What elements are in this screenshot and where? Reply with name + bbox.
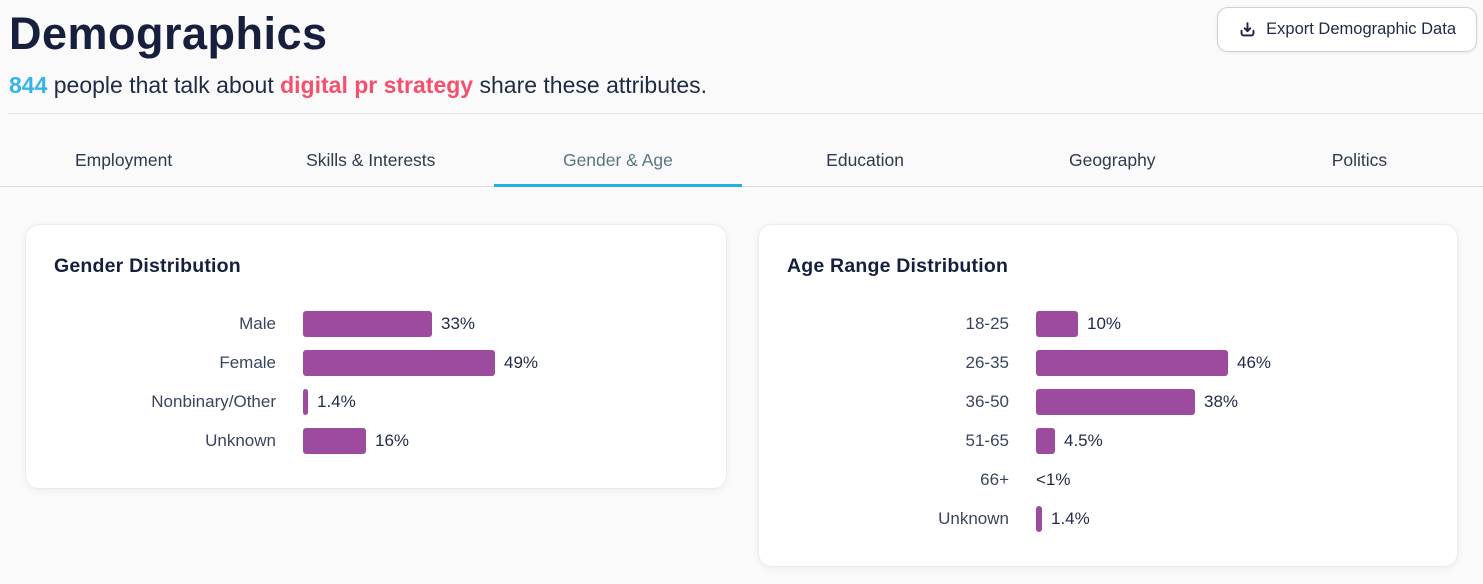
page-subtitle: 844 people that talk about digital pr st… bbox=[9, 70, 1461, 100]
age-bar-chart: 18-25 10% 26-35 46% 36-50 38% 51-65 4.5% 66+ <1% U… bbox=[787, 311, 1429, 532]
tab-label: Employment bbox=[74, 150, 173, 170]
bar bbox=[1036, 428, 1055, 454]
bar-and-value: 49% bbox=[303, 350, 538, 376]
bar bbox=[1036, 311, 1078, 337]
bar-and-value: 46% bbox=[1036, 350, 1271, 376]
bar-and-value: 1.4% bbox=[303, 389, 356, 415]
header-divider bbox=[8, 113, 1483, 114]
chart-row: Nonbinary/Other 1.4% bbox=[54, 389, 698, 415]
bar-and-value: 1.4% bbox=[1036, 506, 1090, 532]
chart-row: Unknown 16% bbox=[54, 428, 698, 454]
category-label: 36-50 bbox=[965, 392, 1009, 411]
value-label: 4.5% bbox=[1064, 431, 1103, 450]
tab-employment[interactable]: Employment bbox=[0, 114, 247, 186]
category-label: Unknown bbox=[205, 431, 276, 450]
tab-label: Skills & Interests bbox=[306, 150, 436, 170]
bar-and-value: 4.5% bbox=[1036, 428, 1103, 454]
category-label: Unknown bbox=[938, 509, 1009, 528]
search-keyword: digital pr strategy bbox=[280, 72, 474, 98]
chart-row: 18-25 10% bbox=[787, 311, 1429, 337]
chart-row: 26-35 46% bbox=[787, 350, 1429, 376]
bar-and-value: 16% bbox=[303, 428, 409, 454]
tab-label: Politics bbox=[1331, 150, 1388, 170]
value-label: 33% bbox=[441, 314, 476, 333]
chart-row: Male 33% bbox=[54, 311, 698, 337]
bar-and-value: 33% bbox=[303, 311, 475, 337]
bar bbox=[303, 311, 432, 337]
bar bbox=[303, 389, 308, 415]
chart-row: Unknown 1.4% bbox=[787, 506, 1429, 532]
value-label: 49% bbox=[504, 353, 539, 372]
tab-label: Geography bbox=[1068, 150, 1156, 170]
tab-politics[interactable]: Politics bbox=[1236, 114, 1483, 186]
bar-and-value: 38% bbox=[1036, 389, 1238, 415]
value-label: 10% bbox=[1087, 314, 1122, 333]
category-label: Female bbox=[219, 353, 276, 372]
bar bbox=[1036, 389, 1195, 415]
category-label: Male bbox=[239, 314, 276, 333]
bar bbox=[1036, 506, 1042, 532]
value-label: 46% bbox=[1237, 353, 1272, 372]
gender-bar-chart: Male 33% Female 49% Nonbinary/Other 1.4% Unkno… bbox=[54, 311, 698, 454]
export-button-label: Export Demographic Data bbox=[1266, 20, 1456, 38]
category-label: 51-65 bbox=[965, 431, 1009, 450]
download-icon bbox=[1238, 20, 1257, 39]
bar-and-value: 10% bbox=[1036, 311, 1121, 337]
subtitle-text: people that talk about bbox=[47, 72, 281, 98]
category-label: Nonbinary/Other bbox=[151, 392, 276, 411]
gender-distribution-card: Gender Distribution Male 33% Female 49% Nonb… bbox=[25, 224, 727, 489]
category-label: 26-35 bbox=[965, 353, 1009, 372]
page-title: Demographics bbox=[9, 8, 328, 59]
people-count: 844 bbox=[9, 72, 48, 98]
tab-gender-age[interactable]: Gender & Age bbox=[494, 114, 742, 187]
tab-skills-interests[interactable]: Skills & Interests bbox=[247, 114, 494, 186]
bar bbox=[1036, 350, 1228, 376]
subtitle-text-end: share these attributes. bbox=[473, 72, 708, 98]
value-label: 1.4% bbox=[1051, 509, 1090, 528]
value-label: <1% bbox=[1036, 470, 1071, 489]
chart-row: 51-65 4.5% bbox=[787, 428, 1429, 454]
chart-row: Female 49% bbox=[54, 350, 698, 376]
value-label: 38% bbox=[1204, 392, 1239, 411]
tab-education[interactable]: Education bbox=[742, 114, 989, 186]
age-range-distribution-card: Age Range Distribution 18-25 10% 26-35 46% 3… bbox=[758, 224, 1458, 567]
card-title: Age Range Distribution bbox=[787, 255, 1009, 277]
content-area: Gender Distribution Male 33% Female 49% Nonb… bbox=[0, 187, 1483, 567]
bar bbox=[303, 428, 366, 454]
page-header: Demographics Export Demographic Data 844… bbox=[0, 0, 1483, 100]
tab-bar: Employment Skills & Interests Gender & Age… bbox=[0, 114, 1483, 187]
tab-label: Education bbox=[826, 150, 905, 170]
tab-geography[interactable]: Geography bbox=[989, 114, 1236, 186]
bar bbox=[303, 350, 495, 376]
chart-row: 36-50 38% bbox=[787, 389, 1429, 415]
card-title: Gender Distribution bbox=[54, 255, 241, 277]
bar-and-value: <1% bbox=[1036, 470, 1071, 490]
category-label: 66+ bbox=[980, 470, 1009, 489]
category-label: 18-25 bbox=[965, 314, 1009, 333]
value-label: 1.4% bbox=[317, 392, 356, 411]
chart-row: 66+ <1% bbox=[787, 467, 1429, 493]
export-demographic-data-button[interactable]: Export Demographic Data bbox=[1217, 7, 1477, 52]
tab-label: Gender & Age bbox=[562, 150, 673, 170]
value-label: 16% bbox=[375, 431, 410, 450]
